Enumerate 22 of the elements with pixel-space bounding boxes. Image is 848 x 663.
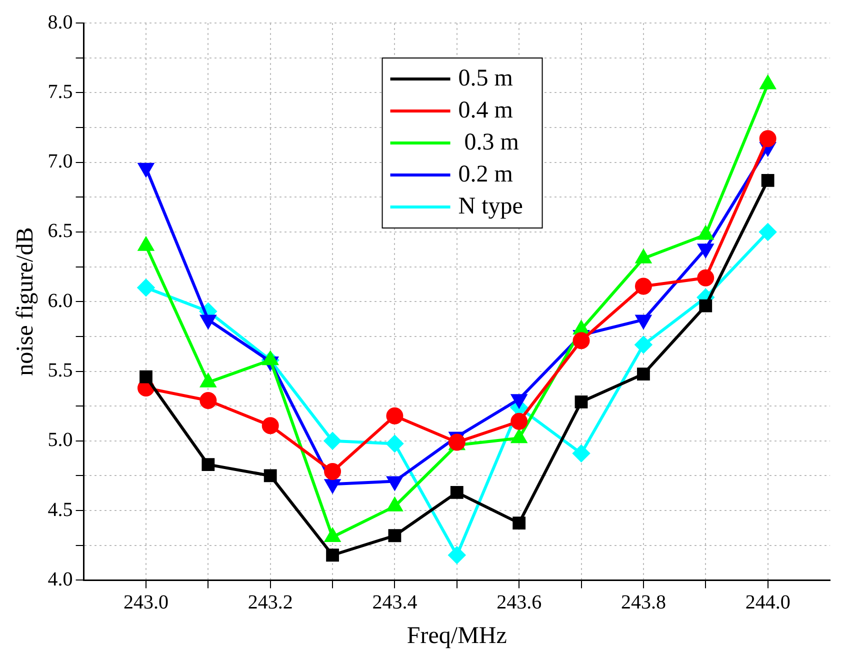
y-axis-title: noise figure/dB <box>12 227 39 376</box>
y-tick-label: 4.0 <box>48 568 73 590</box>
legend-label: N type <box>458 193 523 220</box>
legend-label: 0.2 m <box>458 161 514 188</box>
x-tick-label: 243.8 <box>620 591 666 614</box>
y-tick-label: 5.0 <box>48 429 73 452</box>
x-tick-label: 243.6 <box>496 591 542 614</box>
legend-label: 0.3 m <box>458 129 520 156</box>
legend-label: 0.5 m <box>458 65 514 92</box>
y-tick-label: 8.0 <box>48 11 73 34</box>
y-tick-label: 7.0 <box>48 150 73 173</box>
x-axis-title: Freq/MHz <box>406 622 507 649</box>
x-tick-label: 243.2 <box>248 591 293 614</box>
y-tick-label: 4.5 <box>48 498 73 521</box>
x-tick-label: 244.0 <box>745 591 790 614</box>
legend-label: 0.4 m <box>458 97 514 124</box>
x-tick-label: 243.4 <box>372 591 418 614</box>
y-tick-label: 5.5 <box>48 360 73 382</box>
y-tick-label: 6.5 <box>48 220 73 242</box>
y-tick-label: 6.0 <box>48 290 73 312</box>
x-tick-label: 243.0 <box>123 591 168 614</box>
y-tick-label: 7.5 <box>48 80 73 103</box>
